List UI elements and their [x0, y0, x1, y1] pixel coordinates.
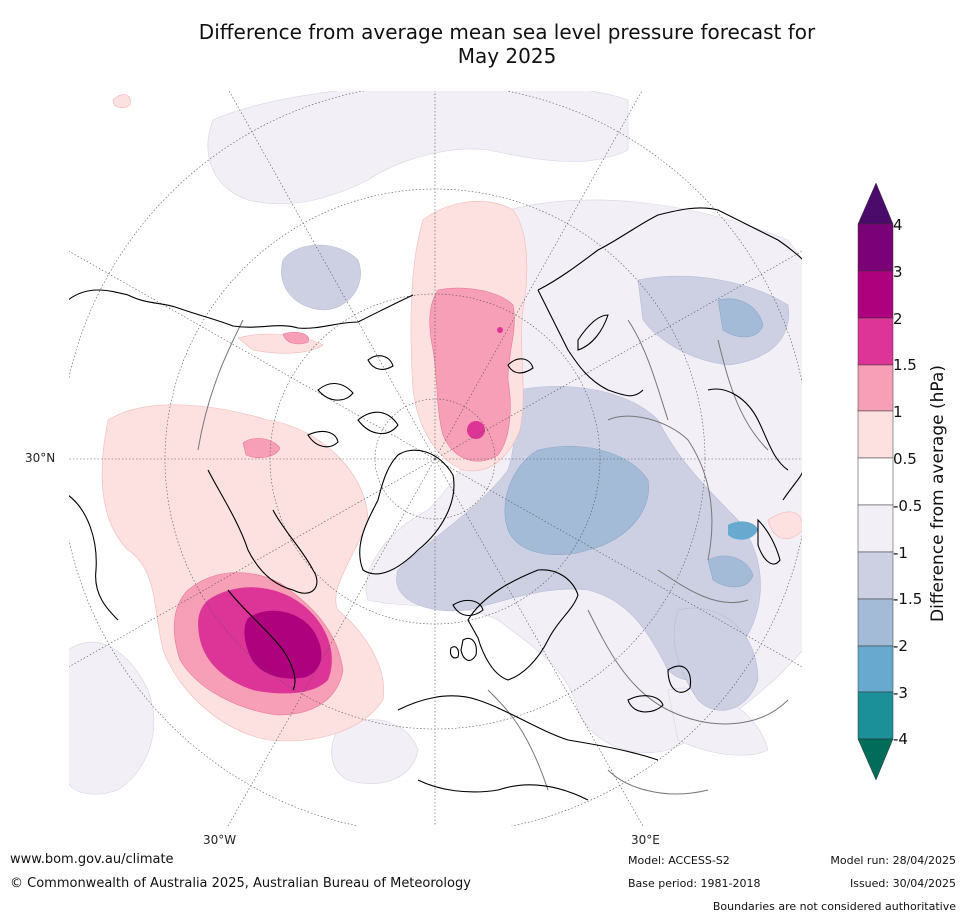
colorbar-tick: 1.5	[893, 356, 917, 374]
colorbar-swatch-3-4	[857, 223, 894, 272]
colorbar-tick: -1	[893, 544, 908, 562]
colorbar-tick: -0.5	[893, 497, 923, 515]
map-title: Difference from average mean sea level p…	[0, 20, 965, 68]
colorbar-tick: -2	[893, 637, 908, 655]
footer-disclaimer: Boundaries are not considered authoritat…	[712, 900, 956, 913]
colorbar-tick: 3	[893, 263, 903, 281]
lon-label-30e: 30°E	[631, 833, 660, 847]
footer-model: Model: ACCESS-S2	[628, 854, 730, 867]
footer-copyright: © Commonwealth of Australia 2025, Austra…	[10, 876, 471, 891]
colorbar-tick: 1	[893, 403, 903, 421]
colorbar-swatch-0.5-1	[857, 410, 894, 459]
colorbar-swatch-1-1.5	[857, 364, 894, 412]
colorbar-swatch-minus-1-1.5	[857, 551, 894, 600]
colorbar-swatch-neutral	[857, 457, 894, 506]
colorbar-swatch-2-3	[857, 270, 894, 319]
colorbar-tick: 0.5	[893, 450, 917, 468]
lon-label-30w: 30°W	[203, 833, 237, 847]
coastlines	[68, 207, 803, 801]
colorbar-swatch-1.5-2	[857, 317, 894, 366]
map-title-line1: Difference from average mean sea level p…	[198, 20, 816, 44]
footer-base-period: Base period: 1981-2018	[628, 877, 761, 890]
colorbar-tick: -1.5	[893, 590, 923, 608]
footer-website[interactable]: www.bom.gov.au/climate	[10, 852, 174, 867]
colorbar-tick: 2	[893, 310, 903, 328]
colorbar: 4 3 2 1.5 1 0.5 -0.5 -1 -1.5 -2 -3 -4	[855, 180, 965, 785]
footer-model-run: Model run: 28/04/2025	[830, 854, 956, 867]
colorbar-extend-max	[857, 182, 894, 225]
graticule	[68, 90, 803, 827]
anomaly-fill-minus-1.5-to-2	[504, 298, 764, 588]
anomaly-map	[68, 90, 803, 827]
footer-issued: Issued: 30/04/2025	[849, 877, 956, 890]
colorbar-swatch-minus-3-4	[857, 691, 894, 740]
colorbar-tick: -4	[893, 730, 908, 748]
colorbar-tick: -3	[893, 684, 908, 702]
anomaly-fill-minus-2-to-3	[728, 521, 758, 540]
colorbar-swatches	[857, 182, 894, 781]
colorbar-swatch-minus-2-3	[857, 645, 894, 693]
colorbar-tick: 4	[893, 216, 903, 234]
colorbar-extend-min	[857, 738, 894, 781]
map-title-line2: May 2025	[457, 44, 557, 68]
lat-label-30n: 30°N	[25, 451, 56, 465]
colorbar-swatch-minus-0.5-1	[857, 504, 894, 553]
country-boundaries	[197, 319, 789, 795]
colorbar-swatch-minus-1.5-2	[857, 598, 894, 647]
map-canvas	[68, 90, 803, 827]
colorbar-title: Difference from average (hPa)	[928, 365, 948, 622]
